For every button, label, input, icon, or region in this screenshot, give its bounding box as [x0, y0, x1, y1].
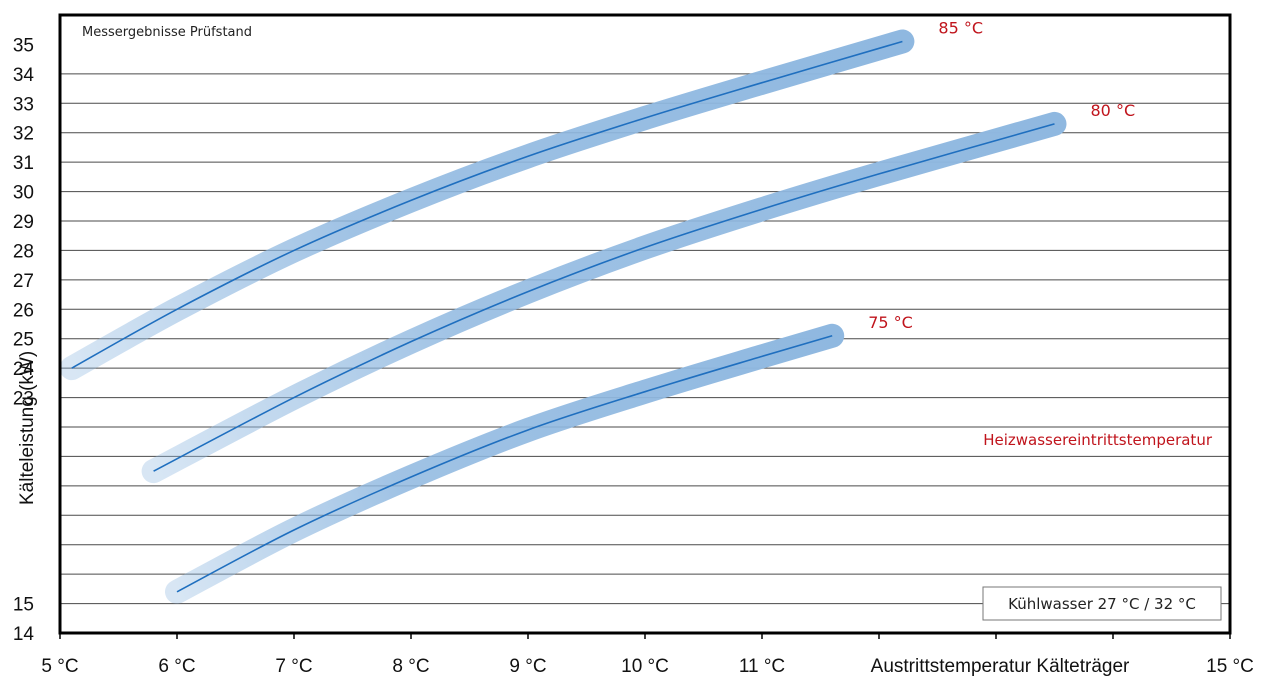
- x-tick-label: 8 °C: [392, 656, 429, 677]
- x-axis-ticks: 5 °C 6 °C 7 °C 8 °C 9 °C 10 °C 11 °C 15 °C: [41, 633, 1254, 677]
- y-tick-label: 32: [13, 124, 34, 145]
- y-tick-label: 25: [13, 330, 34, 351]
- series-line: [176, 335, 833, 593]
- series-line: [153, 123, 1055, 472]
- chart-title: Messergebnisse Prüfstand: [82, 25, 252, 40]
- series-label: 75 °C: [868, 313, 913, 332]
- x-tick-label: 9 °C: [509, 656, 546, 677]
- x-tick-label: 7 °C: [275, 656, 312, 677]
- info-box: Kühlwasser 27 °C / 32 °C: [982, 586, 1222, 621]
- series-line: [71, 40, 903, 369]
- x-tick-label: 6 °C: [158, 656, 195, 677]
- y-tick-label: 14: [13, 624, 35, 645]
- x-tick-label: 10 °C: [621, 656, 669, 677]
- y-tick-label: 29: [13, 212, 34, 233]
- y-tick-label: 33: [13, 94, 34, 115]
- series-halo: [165, 323, 845, 604]
- info-box-text: Kühlwasser 27 °C / 32 °C: [1008, 595, 1196, 613]
- y-tick-label: 23: [13, 389, 34, 410]
- y-tick-label: 28: [13, 241, 34, 262]
- y-tick-label: 15: [13, 595, 34, 616]
- series-lines: [71, 40, 1055, 593]
- annotation-heizwasser: Heizwassereintrittstemperatur: [983, 431, 1213, 449]
- grid-lines: [60, 73, 1230, 605]
- y-tick-label: 35: [13, 35, 34, 56]
- x-axis-label: Austrittstemperatur Kälteträger: [871, 656, 1130, 677]
- y-tick-label: 26: [13, 300, 34, 321]
- y-tick-label: 24: [13, 359, 35, 380]
- x-tick-label: 11 °C: [739, 656, 785, 677]
- x-tick-label: 5 °C: [41, 656, 78, 677]
- y-axis-ticks: 14 15 23 24 25 26 27 28 29 30 31 32 33 34 35: [13, 35, 35, 645]
- y-tick-label: 27: [13, 271, 34, 292]
- x-tick-label: 15 °C: [1206, 656, 1254, 677]
- y-tick-label: 30: [13, 183, 34, 204]
- y-tick-label: 31: [13, 153, 34, 174]
- series-labels: 85 °C 80 °C 75 °C: [868, 18, 1135, 331]
- series-label: 80 °C: [1091, 101, 1136, 120]
- y-axis-label: Kälteleistung (kW): [17, 351, 38, 505]
- series-label: 85 °C: [938, 18, 983, 37]
- series-halo: [141, 111, 1067, 484]
- y-tick-label: 34: [13, 65, 35, 86]
